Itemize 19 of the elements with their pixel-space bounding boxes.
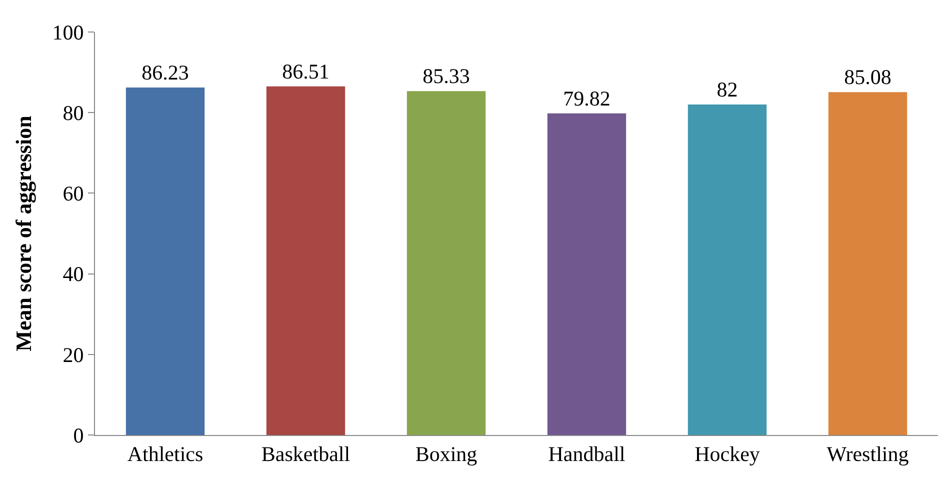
y-tick-label: 20 xyxy=(62,342,84,367)
data-label: 82 xyxy=(716,78,738,102)
y-tick-label: 40 xyxy=(62,262,84,286)
data-label: 79.82 xyxy=(563,86,610,110)
x-tick-label: Boxing xyxy=(415,442,478,466)
y-axis-title: Mean score of aggression xyxy=(11,116,36,352)
data-label: 86.51 xyxy=(282,59,330,84)
data-label: 85.08 xyxy=(844,65,892,90)
y-tick-label: 60 xyxy=(62,182,84,206)
y-tick-label: 100 xyxy=(52,20,84,44)
y-tick-label: 80 xyxy=(62,100,84,125)
data-label: 86.23 xyxy=(142,60,189,84)
x-tick-label: Hockey xyxy=(694,442,760,466)
x-tick-label: Basketball xyxy=(261,442,350,466)
data-label: 85.33 xyxy=(422,64,470,88)
x-tick-label: Handball xyxy=(548,442,626,466)
y-tick-label: 0 xyxy=(73,423,84,448)
x-tick-label: Athletics xyxy=(127,442,204,466)
x-tick-label: Wrestling xyxy=(826,442,910,466)
